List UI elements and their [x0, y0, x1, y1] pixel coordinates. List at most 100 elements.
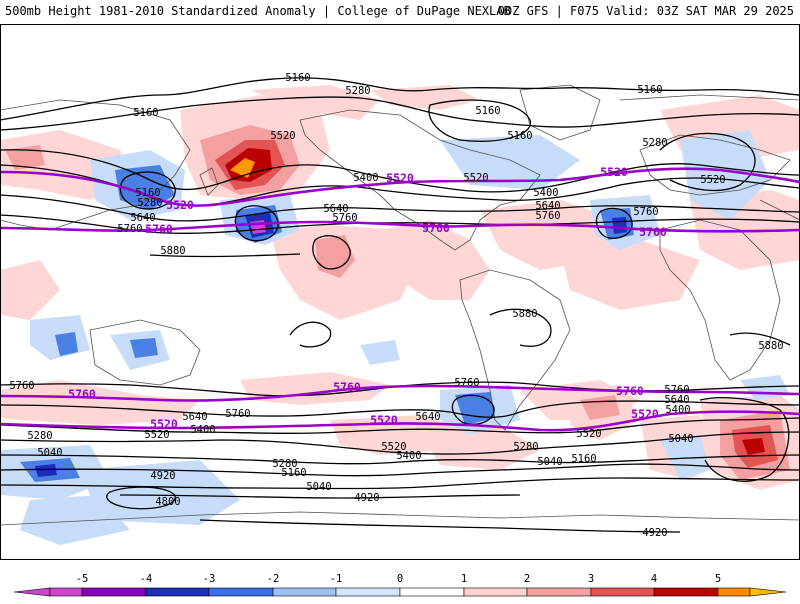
height-label: 5400 — [190, 424, 215, 436]
north-america-coast — [299, 109, 541, 251]
colorbar-tick: -5 — [76, 573, 89, 585]
height-label: 5040 — [537, 456, 562, 468]
valid-time: 00Z GFS | F075 Valid: 03Z SAT MAR 29 202… — [497, 4, 794, 18]
contour-5640-south — [0, 400, 800, 418]
positive-anomaly-area — [270, 225, 420, 320]
purple-height-label: 5520 — [600, 165, 628, 179]
contour-5040-south — [0, 477, 800, 490]
colorbar-tick: 4 — [651, 573, 657, 585]
purple-5760-north — [0, 220, 800, 233]
colorbar-tick: 0 — [397, 573, 403, 585]
height-label: 5640 — [535, 200, 560, 212]
height-label: 5640 — [415, 411, 440, 423]
colorbar-tick: 3 — [588, 573, 594, 585]
colorbar-swatch — [590, 587, 655, 597]
colorbar-tick: -4 — [140, 573, 153, 585]
positive-anomaly-core — [742, 438, 765, 455]
height-label: 4920 — [150, 470, 175, 482]
contour-5520-south — [0, 417, 800, 434]
purple-height-label: 5520 — [386, 171, 414, 185]
height-label: 5520 — [270, 130, 295, 142]
height-label: 5880 — [512, 308, 537, 320]
negative-anomaly-core — [612, 217, 627, 234]
purple-5520-north — [0, 167, 800, 207]
height-label: 5880 — [758, 340, 783, 352]
height-label: 5160 — [133, 107, 158, 119]
negative-anomaly-core — [55, 332, 78, 356]
height-label: 5280 — [137, 197, 162, 209]
australia-coast — [89, 319, 201, 386]
purple-5520-south — [0, 410, 800, 432]
anomaly-shading — [0, 85, 800, 545]
height-label: 5160 — [571, 453, 596, 465]
purple-height-label: 5520 — [150, 417, 178, 431]
colorbar-tick: 1 — [461, 573, 467, 585]
negative-anomaly-core — [130, 338, 158, 358]
height-label: 5760 — [225, 408, 250, 420]
negative-anomaly-area — [20, 495, 130, 545]
purple-height-label: 5760 — [639, 225, 667, 239]
title-bar: 500mb Height 1981-2010 Standardized Anom… — [0, 0, 800, 22]
colorbar-swatch — [208, 587, 274, 597]
africa-coast — [659, 219, 781, 381]
ridge-europe — [659, 132, 756, 192]
height-label: 5760 — [633, 206, 658, 218]
negative-anomaly-area — [660, 435, 710, 480]
map-title: 500mb Height 1981-2010 Standardized Anom… — [5, 4, 511, 18]
height-labels: 5160 5280 5160 5160 5520 5160 5160 5280 … — [9, 72, 783, 539]
ridge-south-africa — [699, 397, 790, 482]
height-label: 5160 — [637, 84, 662, 96]
height-label: 5280 — [272, 458, 297, 470]
positive-anomaly-area — [5, 145, 45, 170]
positive-anomaly-area — [420, 425, 540, 470]
contour-5160-north — [0, 77, 800, 121]
purple-height-label: 5760 — [68, 387, 96, 401]
negative-anomaly-area — [680, 130, 770, 220]
contour-5880-tropics — [489, 308, 552, 347]
europe-coast — [639, 134, 791, 196]
positive-anomaly-area — [0, 380, 200, 425]
negative-anomaly-area — [440, 135, 580, 190]
contour-4920-bottom — [199, 519, 681, 533]
height-label: 5280 — [345, 85, 370, 97]
colorbar-ticks: -5 -4 -3 -2 -1 0 1 2 3 4 5 — [76, 573, 721, 585]
height-label: 5400 — [353, 172, 378, 184]
height-label: 5760 — [9, 380, 34, 392]
height-label: 5640 — [182, 411, 207, 423]
purple-5760-south — [0, 384, 800, 402]
map-frame: 5160 5280 5160 5160 5520 5160 5160 5280 … — [0, 24, 800, 560]
closed-low-south-atlantic — [451, 394, 495, 425]
colorbar-tick: -3 — [203, 573, 216, 585]
colorbar-swatch — [653, 587, 719, 597]
colorbar-swatch — [526, 587, 592, 597]
height-label: 5160 — [285, 72, 310, 84]
height-label: 5400 — [396, 450, 421, 462]
height-label: 5160 — [507, 130, 532, 142]
negative-anomaly-core — [35, 464, 57, 477]
purple-height-label: 5760 — [145, 222, 173, 236]
height-label: 5880 — [160, 245, 185, 257]
colorbar-swatch — [49, 587, 83, 597]
colorbar-tick: -1 — [330, 573, 343, 585]
height-label: 5040 — [668, 433, 693, 445]
closed-low-atlantic — [595, 207, 633, 239]
height-label: 5640 — [664, 394, 689, 406]
colorbar-swatch — [749, 587, 787, 597]
positive-anomaly-area — [380, 220, 490, 300]
height-label: 5520 — [463, 172, 488, 184]
height-label: 5160 — [135, 187, 160, 199]
height-label: 5400 — [665, 404, 690, 416]
contour-5880-north — [149, 253, 301, 258]
positive-anomaly-core — [230, 158, 255, 178]
colorbar-swatch — [145, 587, 210, 597]
antarctica-coast — [0, 511, 800, 526]
positive-anomaly-area — [315, 235, 355, 278]
colorbar: -5 -4 -3 -2 -1 0 1 2 3 4 5 — [0, 572, 800, 600]
colorbar-tick: 2 — [524, 573, 530, 585]
japan-coast — [199, 167, 219, 196]
negative-anomaly-area — [360, 340, 400, 365]
height-label: 5520 — [576, 428, 601, 440]
colorbar-tick: 5 — [715, 573, 721, 585]
purple-height-label: 5760 — [616, 384, 644, 398]
south-america-coast — [459, 269, 571, 431]
